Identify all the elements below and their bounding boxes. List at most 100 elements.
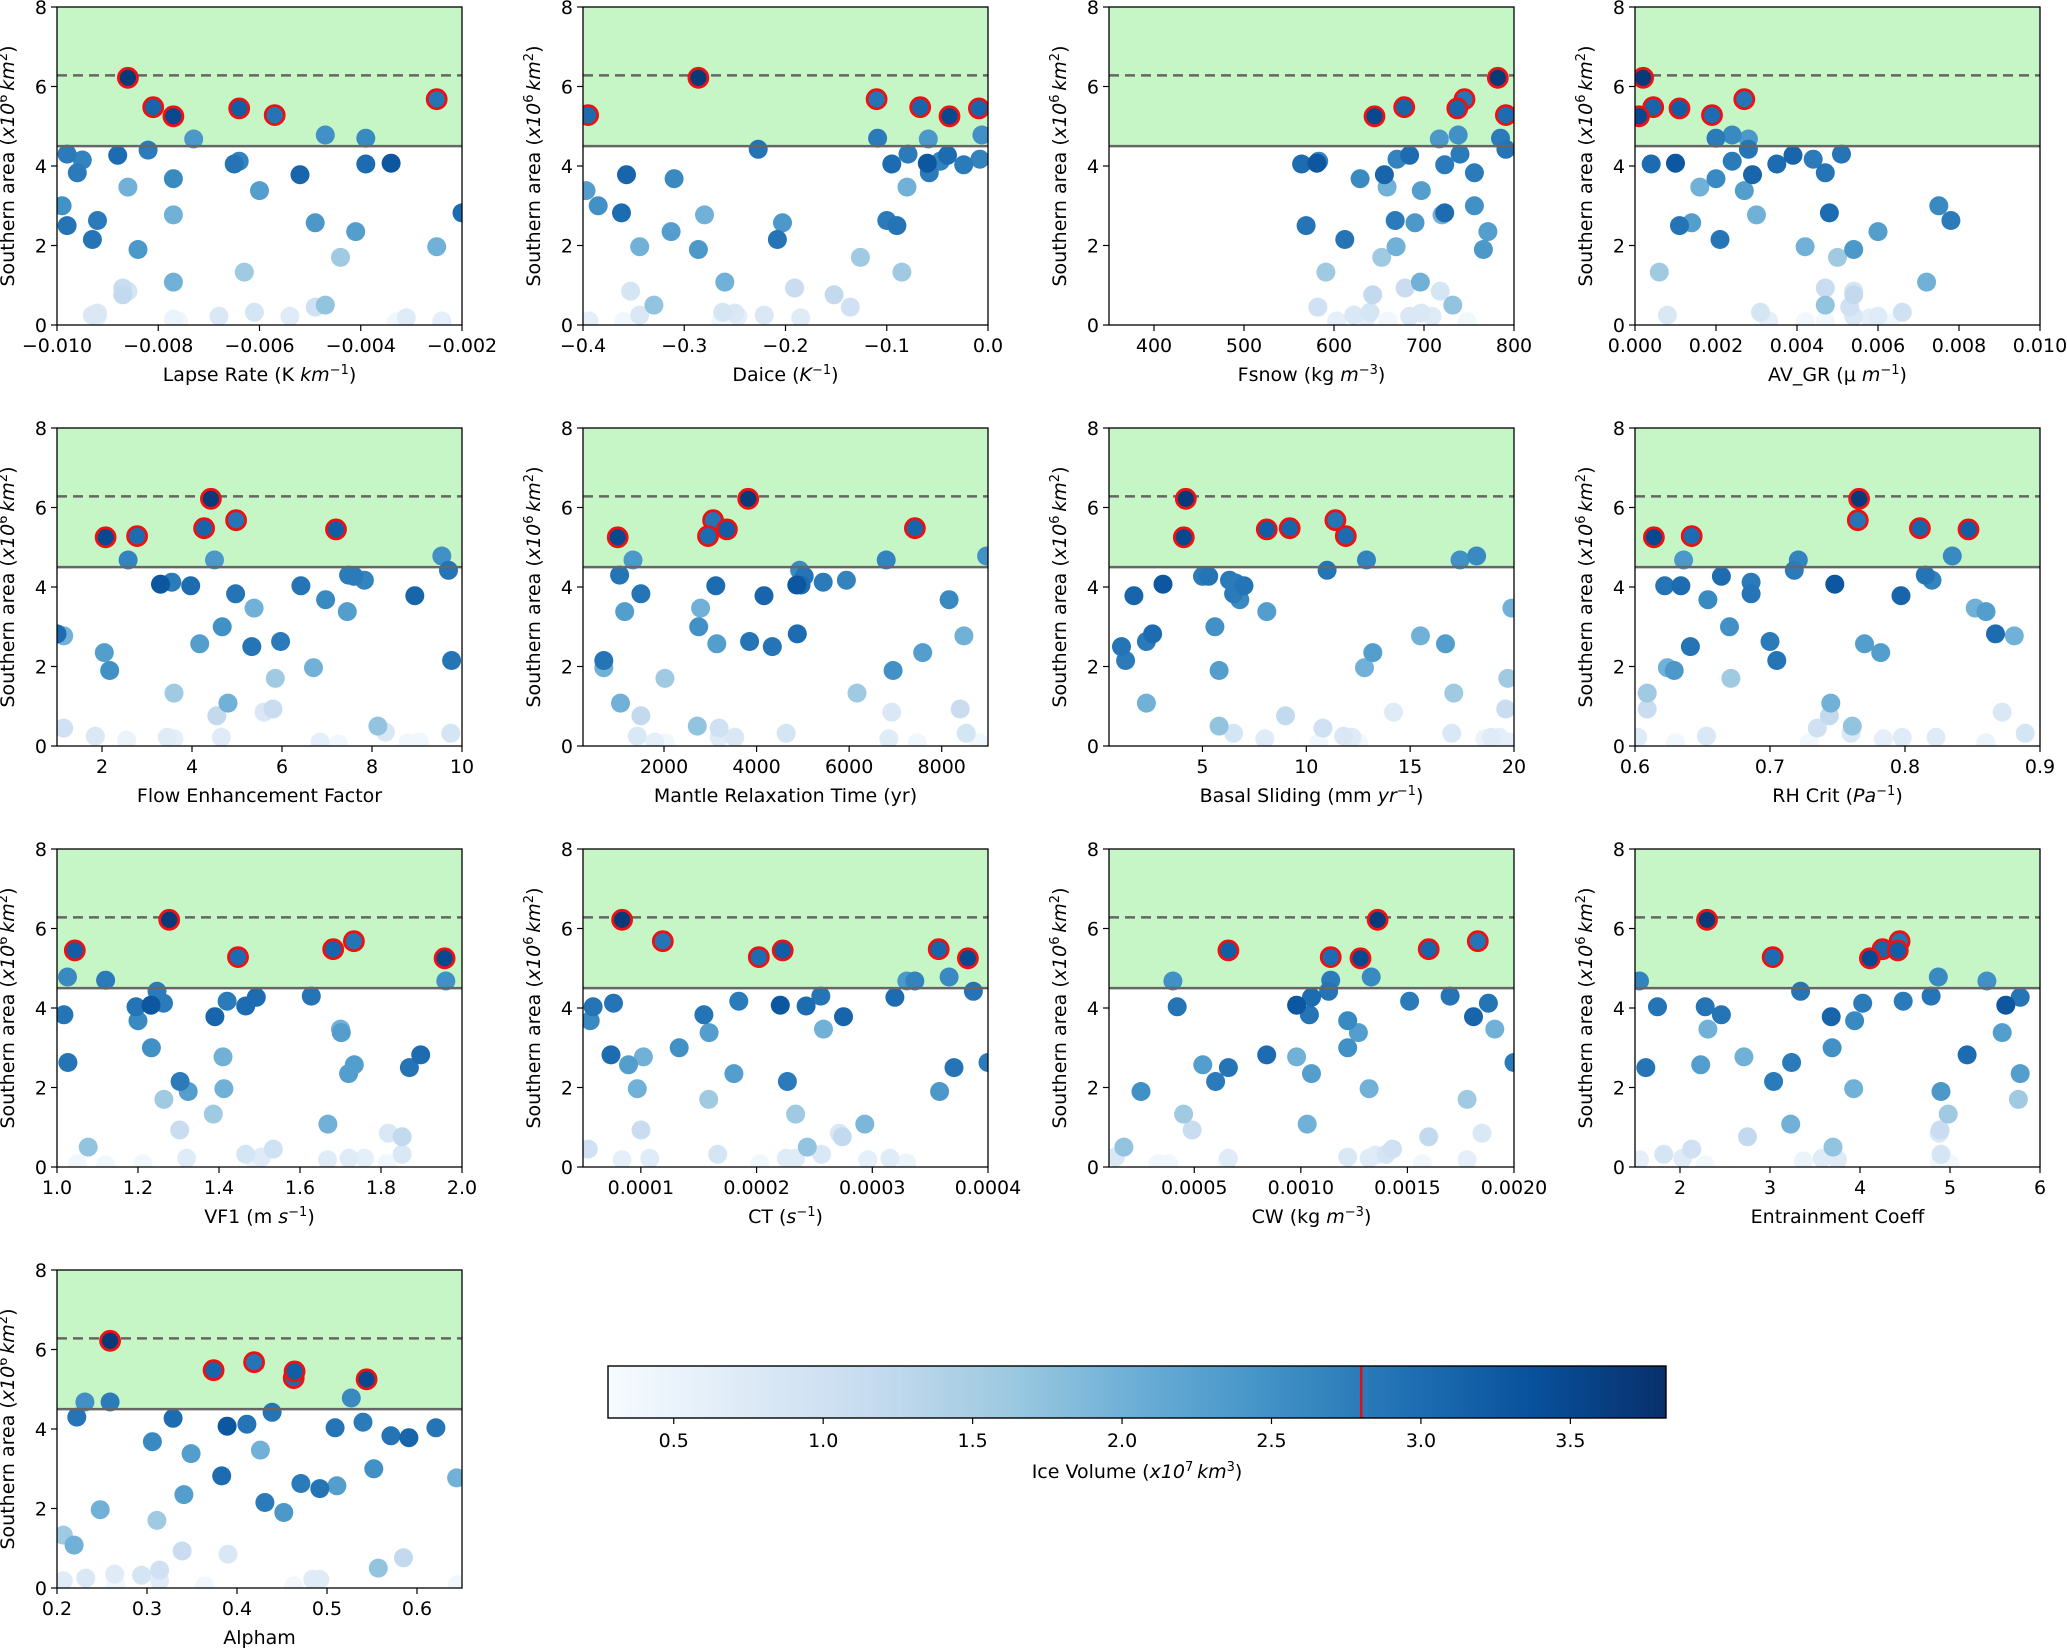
data-point bbox=[1276, 706, 1295, 726]
data-point bbox=[1635, 727, 1648, 746]
data-point bbox=[729, 991, 749, 1011]
colorbar-tick-label: 2.0 bbox=[1107, 1430, 1137, 1452]
data-point bbox=[1868, 222, 1888, 242]
data-point bbox=[612, 203, 631, 223]
data-point bbox=[442, 651, 462, 670]
data-point bbox=[211, 727, 231, 746]
data-point bbox=[1842, 716, 1862, 736]
data-point bbox=[1153, 574, 1173, 594]
y-tick-label: 4 bbox=[1613, 998, 1625, 1020]
data-point bbox=[1405, 213, 1425, 233]
x-tick-label: 5 bbox=[1196, 756, 1208, 778]
data-point bbox=[1292, 154, 1312, 174]
data-point bbox=[1926, 727, 1946, 746]
data-point bbox=[621, 281, 641, 301]
highlighted-data-point bbox=[747, 946, 770, 968]
scatter-panel: 0 2 4 6 8 0.2 0.3 0.4 0.5 0.6 Southern area (x106 … bbox=[0, 1260, 463, 1649]
data-point bbox=[1931, 1082, 1951, 1101]
data-point bbox=[217, 991, 237, 1011]
highlighted-data-point bbox=[322, 938, 345, 961]
data-point bbox=[1344, 305, 1364, 325]
data-point bbox=[108, 145, 128, 165]
data-point bbox=[631, 1120, 651, 1140]
data-point bbox=[1319, 981, 1339, 1001]
highlighted-data-point bbox=[202, 1359, 225, 1382]
data-point bbox=[1467, 546, 1487, 566]
data-point bbox=[1928, 967, 1948, 987]
data-point bbox=[163, 309, 183, 325]
highlighted-data-point bbox=[227, 946, 249, 968]
data-point bbox=[631, 584, 651, 604]
x-axis-label: Alpham bbox=[223, 1627, 296, 1649]
data-point bbox=[1815, 295, 1835, 315]
data-point bbox=[105, 1564, 125, 1584]
data-point bbox=[1741, 584, 1761, 604]
scatter-panel: 0 2 4 6 8 −0.4 −0.3 −0.2 −0.1 0.0 Southern area (x… bbox=[522, 0, 1004, 386]
data-point bbox=[341, 1388, 361, 1408]
data-point bbox=[290, 165, 310, 185]
data-point bbox=[2010, 987, 2030, 1007]
x-tick-label: 0.0015 bbox=[1374, 1177, 1440, 1199]
data-point bbox=[715, 272, 735, 292]
data-point bbox=[762, 637, 782, 657]
data-point bbox=[82, 230, 102, 249]
highlighted-data-point bbox=[1319, 946, 1342, 968]
data-point bbox=[205, 1007, 225, 1027]
highlighted-data-point bbox=[99, 1329, 121, 1352]
data-point bbox=[907, 733, 927, 746]
data-point bbox=[439, 560, 458, 580]
data-point bbox=[310, 732, 330, 746]
data-point bbox=[1307, 153, 1327, 173]
highlighted-data-point bbox=[1635, 105, 1650, 128]
highlighted-data-point bbox=[263, 104, 286, 126]
data-point bbox=[1327, 311, 1347, 325]
data-point bbox=[244, 302, 264, 322]
data-point bbox=[694, 1005, 714, 1025]
data-point bbox=[708, 1144, 728, 1164]
data-point bbox=[1504, 1053, 1514, 1072]
data-point bbox=[1682, 1139, 1702, 1159]
data-point bbox=[1795, 237, 1815, 257]
data-point bbox=[583, 311, 599, 325]
data-point bbox=[791, 308, 811, 325]
data-point bbox=[57, 144, 77, 164]
y-tick-label: 2 bbox=[35, 1499, 47, 1521]
data-point bbox=[1743, 165, 1762, 185]
data-point bbox=[640, 1148, 660, 1167]
data-point bbox=[1496, 699, 1514, 719]
x-tick-label: 6 bbox=[276, 756, 288, 778]
data-point bbox=[664, 169, 684, 189]
data-point bbox=[1868, 306, 1888, 325]
data-point bbox=[1395, 278, 1415, 298]
y-tick-label: 8 bbox=[1087, 839, 1099, 861]
y-tick-label: 4 bbox=[561, 577, 573, 599]
points-layer bbox=[57, 487, 462, 746]
data-point bbox=[381, 1426, 401, 1446]
highlighted-data-point bbox=[1278, 517, 1301, 540]
y-tick-label: 4 bbox=[35, 577, 47, 599]
data-point bbox=[305, 213, 325, 233]
data-point bbox=[354, 1148, 374, 1167]
data-point bbox=[1915, 565, 1935, 585]
x-axis-label: Mantle Relaxation Time (yr) bbox=[654, 785, 917, 807]
highlighted-data-point bbox=[117, 66, 139, 89]
highlighted-data-point bbox=[193, 517, 216, 540]
data-point bbox=[291, 1474, 311, 1493]
y-tick-label: 4 bbox=[35, 998, 47, 1020]
highlighted-data-point bbox=[342, 930, 365, 953]
data-point bbox=[1690, 177, 1710, 197]
data-point bbox=[627, 726, 647, 746]
data-point bbox=[785, 278, 805, 298]
data-point bbox=[399, 1058, 419, 1078]
data-point bbox=[1815, 311, 1835, 325]
data-point bbox=[181, 576, 201, 596]
data-point bbox=[1400, 145, 1420, 165]
x-tick-label: 0.8 bbox=[1890, 756, 1920, 778]
x-tick-label: 500 bbox=[1226, 335, 1262, 357]
y-axis-label: Southern area (x106 km2) bbox=[0, 466, 19, 707]
data-point bbox=[1815, 163, 1835, 183]
data-point bbox=[1457, 312, 1477, 325]
data-point bbox=[1832, 144, 1851, 164]
data-point bbox=[1976, 602, 1996, 622]
data-point bbox=[604, 993, 623, 1013]
